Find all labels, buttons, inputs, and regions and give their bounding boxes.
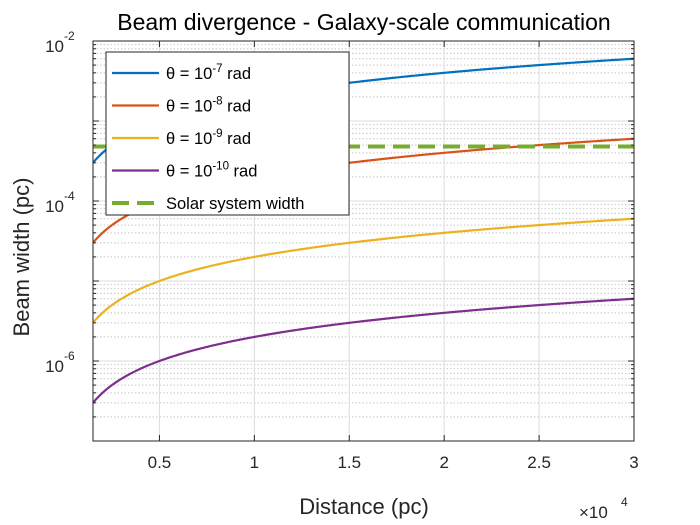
x-tick-label: 1 — [250, 453, 259, 472]
x-tick-label: 2 — [439, 453, 448, 472]
x-tick-label: 0.5 — [148, 453, 172, 472]
x-axis-label: Distance (pc) — [299, 494, 429, 519]
axis-ticks: 0.5 1 1.5 2 2.5 310-610-410-2 — [45, 29, 639, 472]
y-tick-label-exponent: -2 — [64, 29, 75, 43]
legend-box — [105, 51, 350, 216]
x-exponent-base: ×10 — [579, 503, 608, 522]
x-tick-label: 1.5 — [337, 453, 361, 472]
y-tick-label-base: 10 — [45, 357, 64, 376]
legend-entry: θ = 10-8 rad — [112, 96, 251, 116]
x-axis-exponent: ×10 4 — [579, 495, 628, 522]
x-tick-label: 3 — [629, 453, 638, 472]
y-tick-label-base: 10 — [45, 197, 64, 216]
legend-label: θ = 10-10 rad — [166, 161, 257, 181]
legend-label: θ = 10-9 rad — [166, 128, 251, 148]
y-tick-label-base: 10 — [45, 37, 64, 56]
x-tick-label: 2.5 — [527, 453, 551, 472]
y-tick-label: 10-4 — [45, 189, 75, 216]
legend-label: Solar system width — [166, 195, 304, 213]
y-tick-label-exponent: -4 — [64, 189, 75, 203]
legend-label: θ = 10-8 rad — [166, 96, 251, 116]
legend: θ = 10-7 rad θ = 10-8 rad θ = 10-9 rad θ = … — [105, 51, 350, 216]
legend-entry: θ = 10-7 rad — [112, 63, 251, 83]
legend-entry: θ = 10-9 rad — [112, 128, 251, 148]
y-axis-label: Beam width (pc) — [9, 178, 34, 337]
series-line-theta-10-9-rad — [93, 217, 634, 324]
series-line-theta-10-10-rad — [93, 297, 634, 404]
chart-title: Beam divergence - Galaxy-scale communica… — [117, 9, 610, 35]
grid-lines — [93, 41, 635, 441]
x-exponent-power: 4 — [621, 495, 628, 509]
legend-entry: Solar system width — [112, 195, 304, 213]
plot-frame — [92, 40, 635, 442]
y-tick-label: 10-2 — [45, 29, 75, 56]
legend-entry: θ = 10-10 rad — [112, 161, 257, 181]
legend-label: θ = 10-7 rad — [166, 63, 251, 83]
y-tick-label: 10-6 — [45, 349, 75, 376]
y-tick-label-exponent: -6 — [64, 349, 75, 363]
